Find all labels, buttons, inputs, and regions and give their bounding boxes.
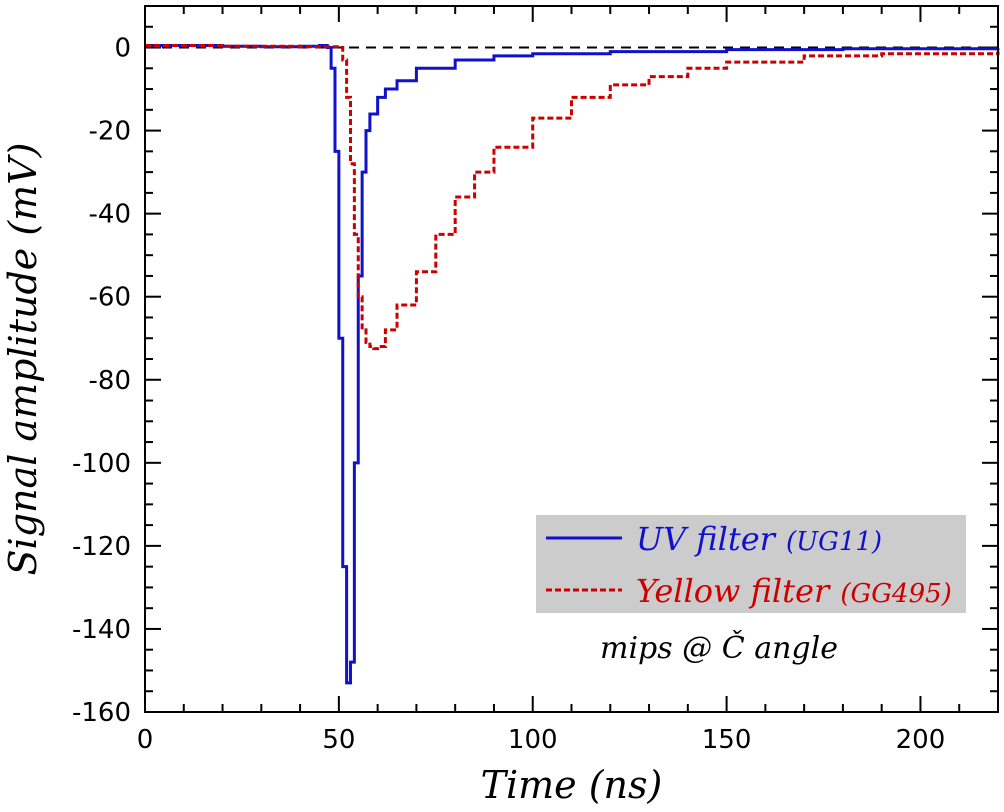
y-tick-label: -40 [89, 200, 131, 230]
x-tick-label: 200 [896, 725, 946, 755]
legend-suffix-yellow: (GG495) [840, 579, 951, 609]
legend-suffix-uv: (UG11) [786, 527, 882, 557]
y-tick-label: -140 [72, 615, 131, 645]
y-axis-title: Signal amplitude (mV) [1, 143, 45, 576]
axis-tick-labels: 0 50 100 150 200 0 -20 -40 -60 -80 -100 -120 -140 -16… [72, 34, 945, 755]
x-tick-label: 0 [137, 725, 154, 755]
y-tick-label: -60 [89, 283, 131, 313]
x-tick-label: 100 [508, 725, 558, 755]
y-tick-label: 0 [114, 34, 131, 64]
x-tick-label: 150 [702, 725, 752, 755]
y-tick-label: -160 [72, 698, 131, 728]
legend-entry-yellow: Yellow filter (GG495) [636, 572, 952, 610]
series-layer [145, 43, 1000, 685]
y-tick-label: -80 [89, 366, 131, 396]
plot-frame [144, 5, 999, 713]
legend-label-uv: UV filter [636, 520, 777, 558]
axis-ticks [144, 5, 999, 713]
chart-annotation: mips @ Č angle [600, 630, 838, 666]
y-tick-label: -100 [72, 449, 131, 479]
y-tick-label: -20 [89, 117, 131, 147]
legend-background [536, 515, 966, 613]
y-tick-label: -120 [72, 532, 131, 562]
series-line-uv-filter [145, 43, 1000, 685]
legend: UV filter (UG11) Yellow filter (GG495) [536, 515, 966, 613]
legend-label-yellow: Yellow filter [636, 572, 831, 610]
legend-entry-uv: UV filter (UG11) [636, 520, 882, 558]
x-tick-label: 50 [322, 725, 355, 755]
x-axis-title: Time (ns) [481, 763, 663, 807]
series-line-yellow-filter [145, 43, 1000, 351]
